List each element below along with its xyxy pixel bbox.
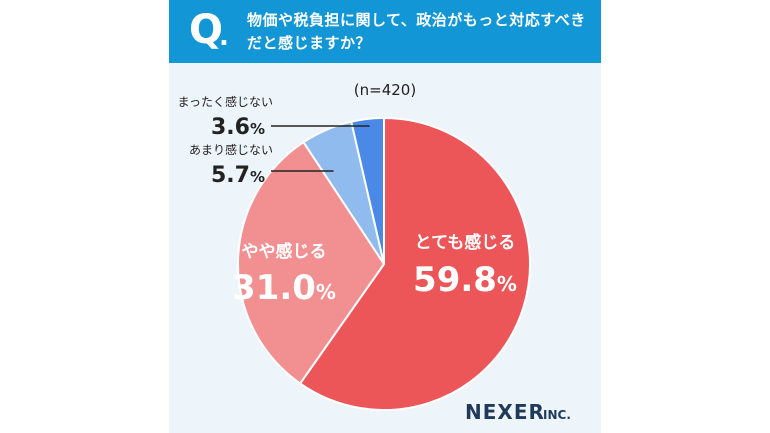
sample-size-label: (n=420) xyxy=(354,81,416,99)
slice-label: あまり感じない xyxy=(189,142,273,157)
pie-labels: とても感じる 59.8% やや感じる 31.0% まったく感じない 3.6% あまり感じない… xyxy=(177,94,517,308)
brand-name: NEXER xyxy=(465,400,545,424)
slice-label: やや感じる xyxy=(242,241,327,262)
pie-slices xyxy=(237,116,531,411)
pie-slice xyxy=(298,116,531,411)
question-mark: Q xyxy=(189,7,224,53)
slice-percent: 5.7% xyxy=(211,163,265,188)
brand-suffix: INC. xyxy=(543,408,571,422)
question-header: Q . 物価や税負担に関して、政治がもっと対応すべきだと感じますか？ xyxy=(169,0,601,63)
pie-chart: とても感じる 59.8% やや感じる 31.0% まったく感じない 3.6% あまり感じない… xyxy=(177,81,571,424)
leader-lines xyxy=(271,125,370,172)
question-dot: . xyxy=(219,22,229,52)
slice-label: まったく感じない xyxy=(177,94,273,109)
slice-percent: 3.6% xyxy=(211,115,265,140)
question-text: 物価や税負担に関して、政治がもっと対応すべきだと感じますか？ xyxy=(247,11,586,52)
brand-logo: NEXER INC. xyxy=(465,400,571,424)
survey-card: Q . 物価や税負担に関して、政治がもっと対応すべきだと感じますか？ とても感じ… xyxy=(169,0,601,433)
slice-percent: 31.0% xyxy=(232,268,336,308)
pie-slice xyxy=(237,140,386,385)
slice-label: とても感じる xyxy=(415,232,516,253)
pie-slice xyxy=(350,116,385,265)
slice-percent: 59.8% xyxy=(413,260,517,300)
